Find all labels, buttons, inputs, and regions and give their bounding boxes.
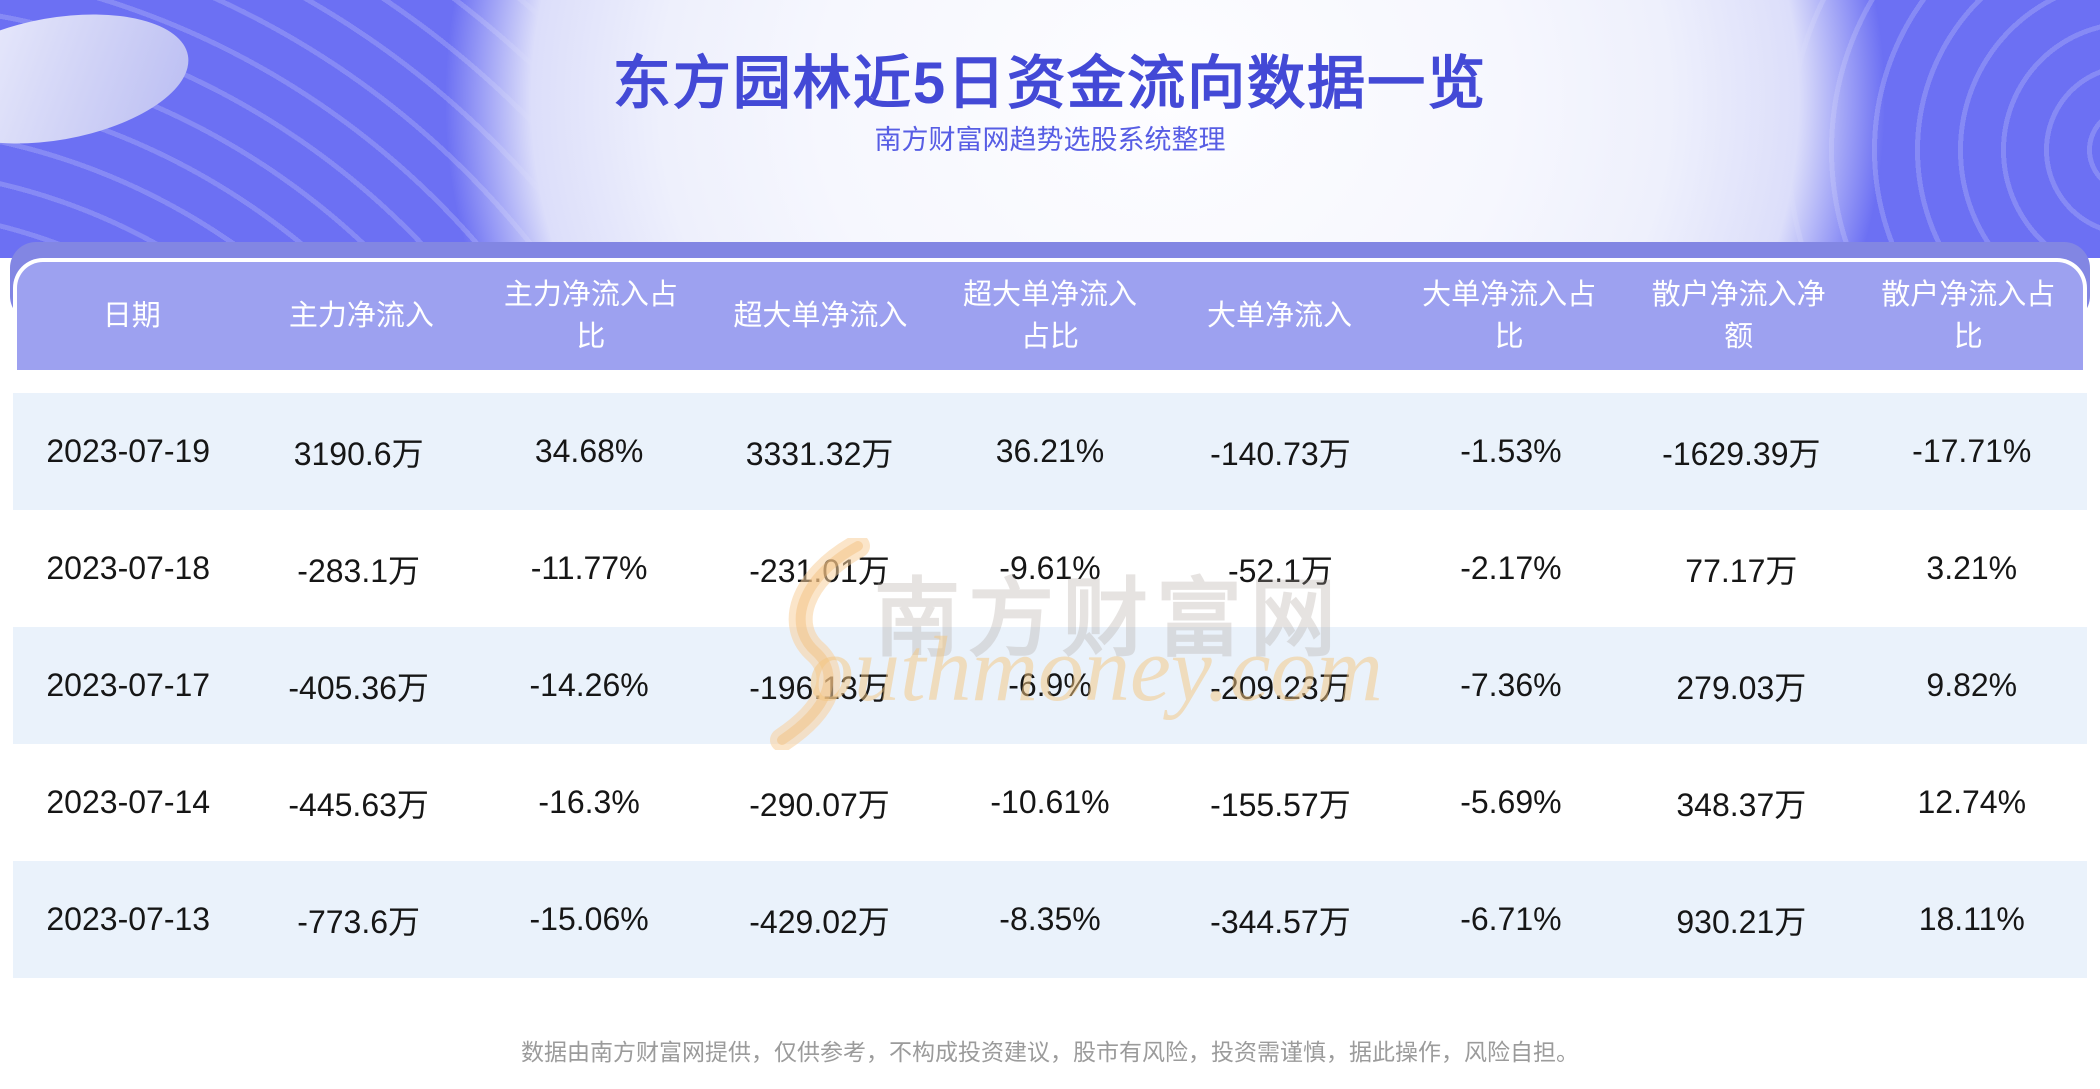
table-header: 日期 主力净流入 主力净流入占 比 超大单净流入 超大单净流入 占比 大单净流入 大单净流入… (17, 262, 2083, 370)
table-cell: 2023-07-14 (46, 784, 211, 820)
table-cell: 36.21% (995, 433, 1105, 469)
table-row: 2023-07-19 3190.6万 34.68% 3331.32万 36.21% -14… (13, 393, 2087, 510)
table-cell: -283.1万 (297, 552, 421, 589)
table-cell: 2023-07-13 (46, 901, 211, 937)
table-cell: 34.68% (534, 433, 644, 469)
table-cell: 18.11% (1918, 901, 2025, 937)
table-cell: -52.1万 (1227, 552, 1333, 589)
table-cell: -429.02万 (749, 903, 890, 940)
table-cell: -9.61% (999, 550, 1101, 586)
table-cell: -290.07万 (749, 786, 890, 823)
table-cell: -16.3% (538, 784, 640, 820)
table-cell: -1.53% (1460, 433, 1562, 469)
header-cell: 超大单净流入 (733, 299, 908, 332)
table-cell: -140.73万 (1210, 435, 1351, 472)
header-cell: 散户净流入占 比 (1881, 278, 2056, 353)
table-cell: -405.36万 (288, 669, 429, 706)
page-title: 东方园林近5日资金流向数据一览 (612, 51, 1488, 116)
table-cell: 279.03万 (1676, 669, 1807, 706)
header-cell: 散户净流入净 额 (1651, 278, 1826, 353)
table-cell: -344.57万 (1210, 903, 1351, 940)
table-card: 日期 主力净流入 主力净流入占 比 超大单净流入 超大单净流入 占比 大单净流入 大单净流入… (13, 258, 2087, 1089)
header-cell: 主力净流入 (288, 299, 434, 332)
table-cell: 2023-07-19 (46, 433, 211, 469)
header-cell: 超大单净流入 占比 (962, 278, 1137, 353)
hero-banner: 东方园林近5日资金流向数据一览 南方财富网趋势选股系统整理 (0, 0, 2100, 258)
header-cell: 大单净流入 (1207, 299, 1353, 332)
table-cell: -209.23万 (1210, 669, 1351, 706)
table-cell: 9.82% (1926, 667, 2018, 703)
header-cell: 日期 (102, 299, 161, 332)
table-cell: -1629.39万 (1662, 435, 1821, 472)
table-row: 2023-07-14 -445.63万 -16.3% -290.07万 -10.61% -… (13, 744, 2087, 861)
table-cell: 3190.6万 (293, 435, 424, 472)
table-row: 2023-07-17 -405.36万 -14.26% -196.13万 -6.9% -2… (13, 627, 2087, 744)
table-cell: 2023-07-17 (46, 667, 211, 703)
header-cell: 大单净流入占 比 (1422, 278, 1597, 353)
table-cell: -7.36% (1460, 667, 1562, 703)
table-row: 2023-07-18 -283.1万 -11.77% -231.01万 -9.61% -5… (13, 510, 2087, 627)
table-cell: 2023-07-18 (46, 550, 211, 586)
table-cell: 77.17万 (1685, 552, 1798, 589)
table-cell: -8.35% (999, 901, 1101, 937)
header-cell: 主力净流入占 比 (503, 278, 678, 353)
table-cell: -15.06% (529, 901, 649, 937)
table-cell: -17.71% (1912, 433, 2032, 469)
table-cell: 348.37万 (1676, 786, 1807, 823)
table-cell: -6.9% (1008, 667, 1092, 703)
table-cell: -155.57万 (1210, 786, 1351, 823)
table-cell: 930.21万 (1676, 903, 1807, 940)
table-cell: 12.74% (1917, 784, 2027, 820)
table-cell: -2.17% (1460, 550, 1562, 586)
table-cell: -5.69% (1460, 784, 1562, 820)
table-cell: -196.13万 (749, 669, 890, 706)
table-cell: -6.71% (1460, 901, 1562, 937)
table-cell: 3331.32万 (745, 435, 894, 472)
table-cell: -773.6万 (297, 903, 421, 940)
table-cell: -14.26% (529, 667, 649, 703)
table-cell: -445.63万 (288, 786, 429, 823)
table-cell: 3.21% (1926, 550, 2018, 586)
table-body: 2023-07-19 3190.6万 34.68% 3331.32万 36.21% -14… (13, 393, 2087, 978)
disclaimer-text: 数据由南方财富网提供，仅供参考，不构成投资建议，股市有风险，投资需谨慎，据此操作… (521, 1039, 1579, 1065)
table-cell: -231.01万 (749, 552, 890, 589)
table-row: 2023-07-13 -773.6万 -15.06% -429.02万 -8.35% -3… (13, 861, 2087, 978)
table-cell: -11.77% (530, 550, 648, 586)
center-glow-decoration (445, 0, 1885, 258)
page-subtitle: 南方财富网趋势选股系统整理 (874, 125, 1226, 155)
table-cell: -10.61% (990, 784, 1110, 820)
